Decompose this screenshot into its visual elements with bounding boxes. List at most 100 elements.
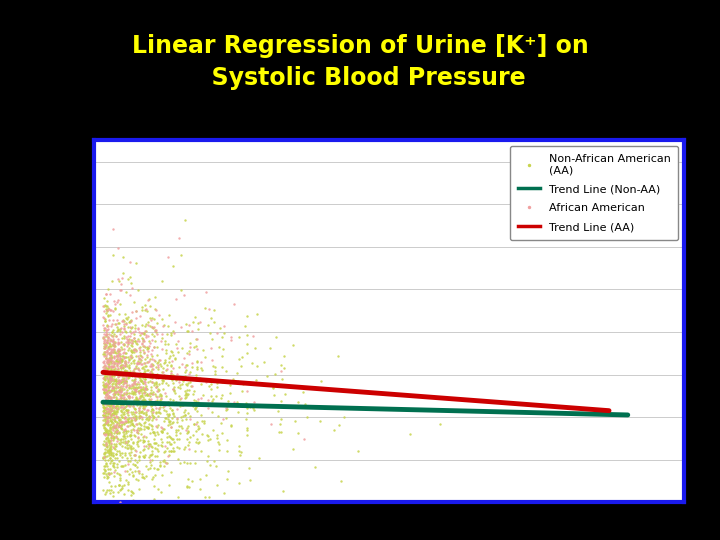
Point [120,327,132,336]
Point [126,353,138,361]
Point [104,382,116,390]
Point [101,403,112,411]
Point [116,375,127,383]
Point [118,379,130,387]
Point [124,367,135,375]
Point [104,388,115,396]
Point [109,408,120,416]
Point [102,346,113,354]
Point [105,412,117,421]
Point [142,390,153,399]
Point [101,442,112,451]
Point [104,410,115,418]
Point [117,349,129,357]
Point [109,408,120,416]
Point [190,376,202,384]
Point [122,480,133,488]
Point [122,405,134,414]
Point [107,459,119,468]
Point [97,384,109,393]
Point [235,362,247,370]
Point [136,472,148,481]
Point [109,463,120,471]
Point [130,375,141,383]
Point [128,297,140,306]
Point [225,335,237,344]
Point [106,431,117,440]
Point [123,392,135,400]
Point [99,411,110,420]
Point [132,364,144,373]
Point [109,409,121,418]
Point [130,396,142,404]
Point [123,382,135,391]
Point [107,320,118,328]
Point [137,391,148,400]
Point [135,331,146,340]
Point [161,365,173,374]
Point [102,376,114,384]
Point [172,492,184,501]
Point [153,404,164,413]
Point [139,362,150,370]
Point [114,387,126,395]
Point [101,374,112,382]
Point [190,342,202,350]
Point [133,354,145,363]
Point [174,363,185,372]
Point [156,428,167,436]
Point [140,384,151,393]
Point [150,374,162,383]
Point [131,426,143,435]
Point [166,413,178,422]
Point [150,362,161,371]
Point [99,431,111,440]
Point [140,330,152,339]
Point [127,381,139,389]
Point [117,372,129,380]
Point [109,339,121,347]
Point [136,396,148,405]
Point [98,367,109,375]
Point [163,311,175,320]
Point [163,480,175,489]
Point [102,437,114,445]
Point [176,415,187,424]
Point [114,403,125,411]
Point [99,498,110,507]
Point [108,406,120,415]
Point [155,395,166,403]
Point [165,329,176,338]
Point [128,329,140,338]
Point [127,401,139,410]
Point [120,417,132,426]
Point [104,406,115,415]
Point [122,275,133,284]
Point [112,347,124,355]
Point [100,413,112,421]
Point [217,345,229,354]
Point [272,407,284,415]
Point [127,496,139,505]
Point [109,421,120,430]
Point [124,414,135,422]
Point [109,305,121,313]
Point [128,430,140,439]
Point [128,426,140,434]
Point [117,363,129,372]
Point [183,444,194,453]
Point [173,383,184,391]
Point [233,354,245,363]
Point [98,356,109,365]
Point [145,422,157,430]
Point [102,409,113,417]
Point [116,386,127,394]
Point [122,422,133,430]
Point [220,498,232,507]
Point [233,442,245,450]
Point [155,435,166,443]
Point [107,382,119,391]
Point [168,447,180,456]
Point [122,373,134,381]
Point [137,384,148,393]
